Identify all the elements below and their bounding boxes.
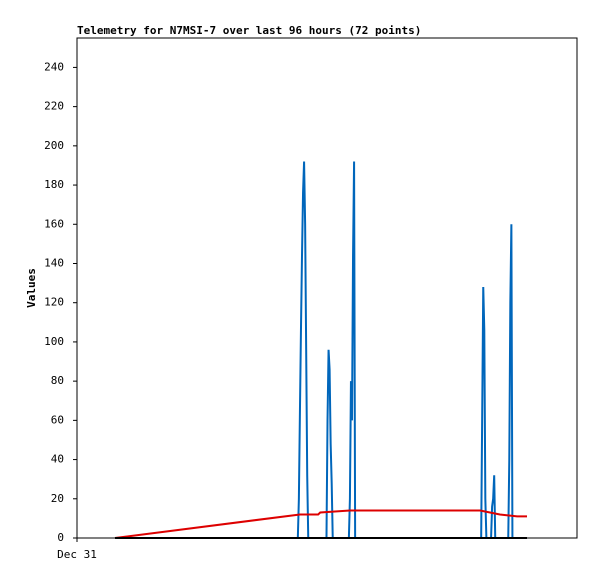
y-tick-label: 120 (44, 296, 64, 309)
x-tick-label: Dec 31 (57, 548, 97, 561)
y-tick-label: 180 (44, 178, 64, 191)
series-line (114, 509, 527, 539)
y-tick-label: 200 (44, 139, 64, 152)
y-tick-label: 80 (51, 374, 64, 387)
y-tick-label: 100 (44, 335, 64, 348)
y-tick-label: 0 (57, 531, 64, 544)
y-tick-label: 140 (44, 256, 64, 269)
y-tick-label: 60 (51, 413, 64, 426)
y-tick-label: 240 (44, 60, 64, 73)
y-tick-label: 40 (51, 453, 64, 466)
y-tick-label: 20 (51, 492, 64, 505)
y-axis-label: Values (25, 268, 38, 308)
y-tick-label: 220 (44, 100, 64, 113)
chart-title: Telemetry for N7MSI-7 over last 96 hours… (77, 24, 421, 37)
y-tick-label: 160 (44, 217, 64, 230)
series-line (115, 161, 527, 539)
